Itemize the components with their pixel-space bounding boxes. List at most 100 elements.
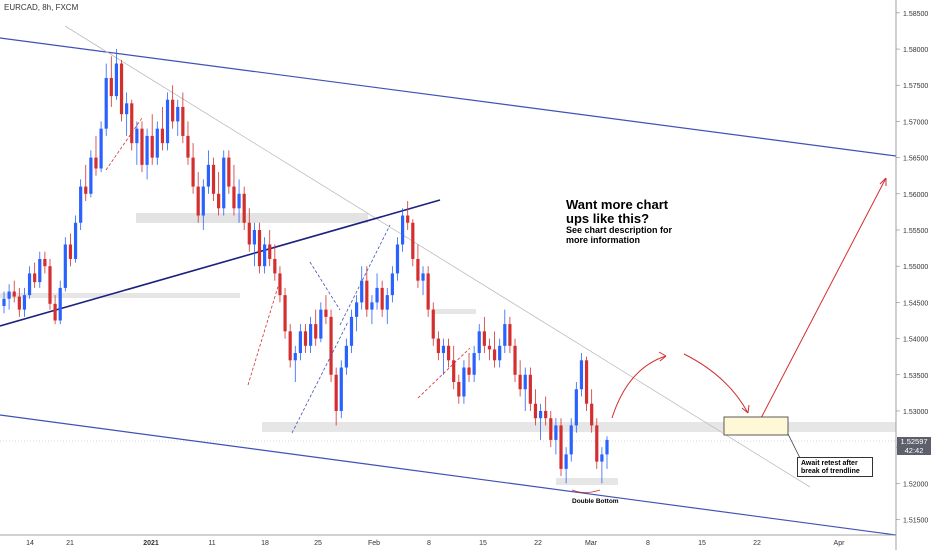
candle (217, 194, 220, 208)
candle (335, 375, 338, 411)
note-line-2: break of trendline (801, 468, 869, 476)
candle (600, 454, 603, 461)
candle (314, 324, 317, 338)
candle (64, 244, 67, 287)
candle (258, 230, 261, 266)
candle (253, 230, 256, 244)
note-line-1: Await retest after (801, 460, 869, 468)
headline-line-2: ups like this? (566, 211, 649, 226)
candle (565, 454, 568, 468)
candle (319, 310, 322, 339)
price-tick-label: 1.51500 (903, 518, 928, 525)
candle (248, 223, 251, 245)
price-tick-label: 1.54000 (903, 337, 928, 344)
time-axis[interactable]: 14 21 2021 11 18 25 Feb 8 15 22 Mar 8 15 22 Apr (26, 540, 845, 547)
candle (84, 187, 87, 194)
candle (534, 404, 537, 418)
price-tick-label: 1.53500 (903, 373, 928, 380)
candle (28, 273, 31, 295)
candle (268, 244, 271, 258)
candle (94, 158, 97, 169)
candle (304, 331, 307, 345)
time-tick-label: 14 (26, 540, 34, 547)
candle (324, 310, 327, 317)
candle (105, 78, 108, 129)
candle (48, 266, 51, 304)
candle (120, 64, 123, 115)
candle (273, 259, 276, 273)
candle (289, 331, 292, 360)
candle (595, 425, 598, 461)
headline-line-1: Want more chart (566, 197, 668, 212)
candle (191, 158, 194, 187)
candle (171, 100, 174, 122)
candle (79, 187, 82, 223)
time-tick-label: 21 (66, 540, 74, 547)
price-tick-label: 1.57500 (903, 83, 928, 90)
candle (391, 273, 394, 295)
candle (585, 360, 588, 403)
candle (498, 346, 501, 360)
candle (524, 375, 527, 389)
candle (554, 425, 557, 439)
candle (13, 292, 16, 297)
candle (186, 136, 189, 158)
candle (125, 103, 128, 114)
price-tick-label: 1.58000 (903, 47, 928, 54)
candle (355, 302, 358, 316)
symbol-label: EURCAD, 8h, FXCM (4, 3, 78, 12)
double-bottom-zone (556, 478, 618, 485)
candle (43, 259, 46, 266)
candle (432, 310, 435, 339)
candle (549, 418, 552, 440)
candle (181, 107, 184, 136)
time-tick-label: 22 (753, 540, 761, 547)
price-tick-label: 1.58500 (903, 11, 928, 18)
candle (406, 216, 409, 223)
resistance-zone-top (136, 213, 368, 223)
current-price-badge: 1.52597 42:42 (897, 437, 931, 455)
candle (299, 331, 302, 353)
candle (197, 187, 200, 216)
candle (18, 297, 21, 310)
candle (38, 259, 41, 282)
candle (381, 288, 384, 310)
time-tick-label: 25 (314, 540, 322, 547)
countdown: 42:42 (897, 446, 931, 455)
candle (33, 273, 36, 282)
candle (605, 440, 608, 454)
candle (473, 353, 476, 375)
candle (151, 136, 154, 158)
candle (135, 129, 138, 143)
candle (447, 346, 450, 360)
target-zone-box (724, 417, 788, 435)
candle (212, 165, 215, 194)
candle (2, 299, 5, 306)
price-tick-label: 1.54500 (903, 300, 928, 307)
candle (483, 331, 486, 345)
candle (519, 375, 522, 389)
candle (207, 165, 210, 187)
candle (590, 404, 593, 426)
candle (263, 244, 266, 266)
candle (365, 281, 368, 310)
candle (176, 107, 179, 121)
candle (140, 129, 143, 165)
candle (396, 244, 399, 273)
candle (145, 136, 148, 165)
time-tick-label: 11 (208, 540, 215, 547)
candle (69, 244, 72, 258)
price-tick-label: 1.53000 (903, 409, 928, 416)
candle (437, 339, 440, 353)
candle (99, 129, 102, 169)
candle (59, 288, 62, 321)
candle (54, 304, 57, 321)
candle (89, 158, 92, 194)
candle (243, 194, 246, 223)
time-tick-label: 15 (698, 540, 706, 547)
candle (370, 302, 373, 309)
time-tick-label: 22 (534, 540, 542, 547)
support-zone-left (0, 293, 240, 298)
candle (411, 223, 414, 259)
